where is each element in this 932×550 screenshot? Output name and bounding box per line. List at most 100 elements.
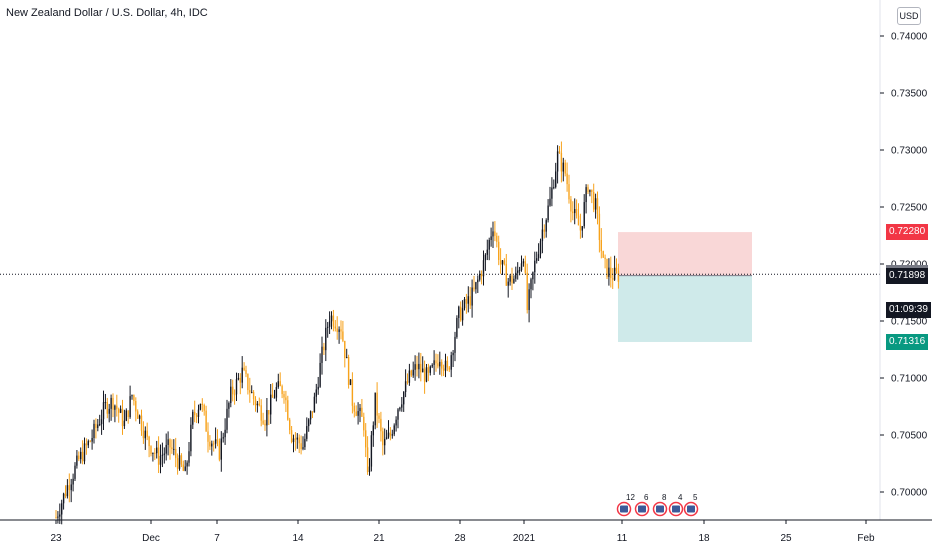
candle-body	[72, 478, 74, 485]
flag-icon	[656, 505, 664, 513]
candle-body	[372, 425, 374, 436]
candle-body	[385, 437, 388, 439]
candle-body	[534, 260, 536, 273]
candle-body	[418, 363, 420, 370]
candle-body	[585, 187, 587, 203]
candle-body	[78, 455, 80, 460]
candle-body	[311, 411, 314, 413]
candle-body	[131, 395, 133, 397]
candle-body	[76, 455, 78, 466]
candle-body	[296, 437, 298, 440]
candle-body	[302, 447, 304, 449]
candle-body	[537, 254, 540, 259]
candle-body	[376, 392, 378, 416]
candle-body	[167, 439, 169, 445]
candle-body	[315, 389, 317, 397]
candle-body	[194, 411, 196, 416]
candle-body	[188, 451, 190, 463]
candle-body	[211, 443, 213, 447]
price-tick-label: 0.74000	[891, 32, 928, 43]
candle-body	[532, 272, 534, 280]
candle-body	[498, 241, 500, 261]
candle-body	[283, 394, 285, 398]
candle-body	[150, 446, 152, 455]
candle-body	[178, 455, 181, 469]
candle-body	[300, 443, 302, 449]
candle-body	[416, 364, 418, 370]
candle-body	[408, 370, 411, 383]
candle-body	[414, 364, 416, 370]
candle-body	[85, 443, 88, 446]
candle-body	[370, 435, 373, 467]
candle-body	[347, 357, 350, 385]
candle-body	[292, 438, 295, 443]
time-tick-label: 23	[50, 533, 62, 544]
candle-body	[539, 241, 542, 255]
candle-body	[157, 447, 160, 465]
candle-body	[397, 409, 399, 420]
event-flag-icon[interactable]: 12	[616, 493, 636, 517]
candle-body	[441, 361, 443, 369]
candle-body	[600, 240, 602, 252]
event-flag-icon[interactable]: 4	[668, 493, 684, 517]
candle-body	[239, 377, 241, 383]
candle-body	[290, 430, 293, 443]
candle-body	[275, 387, 278, 398]
candle-body	[213, 443, 215, 445]
candle-body	[496, 235, 498, 242]
time-tick-label: 28	[454, 533, 466, 544]
candle-body	[59, 514, 61, 517]
candle-body	[114, 405, 116, 410]
price-tick-label: 0.71000	[891, 374, 928, 385]
candle-body	[230, 386, 232, 404]
candle-body	[66, 485, 69, 497]
time-tick-label: 18	[698, 533, 710, 544]
price-scale[interactable]: 0.74000 0.73500 0.73000 0.72500 0.72000 0.715…	[880, 32, 928, 499]
candle-body	[62, 493, 65, 504]
candle-body	[528, 289, 530, 311]
candle-body	[226, 408, 228, 430]
candle-body	[363, 416, 365, 431]
time-tick-label: Feb	[857, 533, 875, 544]
candle-body	[241, 367, 243, 383]
candle-body	[323, 346, 325, 351]
time-scale[interactable]: 23 Dec 7 14 21 28 2021 11 18 25 Feb	[50, 520, 875, 544]
candles-series	[55, 141, 620, 525]
candle-body	[435, 360, 437, 364]
candle-body	[161, 454, 164, 456]
candle-body	[91, 438, 93, 442]
candle-body	[135, 401, 137, 412]
candle-body	[610, 267, 612, 279]
candle-body	[465, 299, 468, 304]
currency-button[interactable]: USD	[897, 7, 921, 25]
candle-body	[458, 306, 460, 318]
candle-body	[509, 275, 511, 282]
time-tick-label: 14	[292, 533, 304, 544]
candle-body	[355, 411, 357, 416]
candle-body	[330, 315, 333, 322]
candle-body	[64, 493, 67, 497]
economic-events[interactable]: 12 6 8 4 5	[616, 493, 699, 517]
candle-body	[340, 329, 342, 332]
event-flag-icon[interactable]: 8	[652, 493, 668, 517]
flag-icon	[620, 505, 628, 513]
candle-body	[410, 370, 412, 376]
candle-body	[325, 327, 327, 351]
candle-body	[106, 401, 108, 414]
candle-body	[515, 272, 517, 279]
candle-body	[517, 270, 519, 273]
event-count: 8	[662, 493, 667, 502]
candle-body	[479, 274, 481, 280]
candle-body	[486, 249, 488, 255]
candle-body	[133, 395, 135, 402]
candle-body	[404, 381, 407, 393]
candle-body	[452, 352, 454, 356]
candle-body	[484, 254, 487, 261]
candle-body	[190, 424, 192, 452]
position-zones[interactable]	[618, 232, 752, 342]
event-flag-icon[interactable]: 5	[683, 493, 699, 517]
event-flag-icon[interactable]: 6	[634, 493, 650, 517]
candle-body	[235, 379, 238, 395]
